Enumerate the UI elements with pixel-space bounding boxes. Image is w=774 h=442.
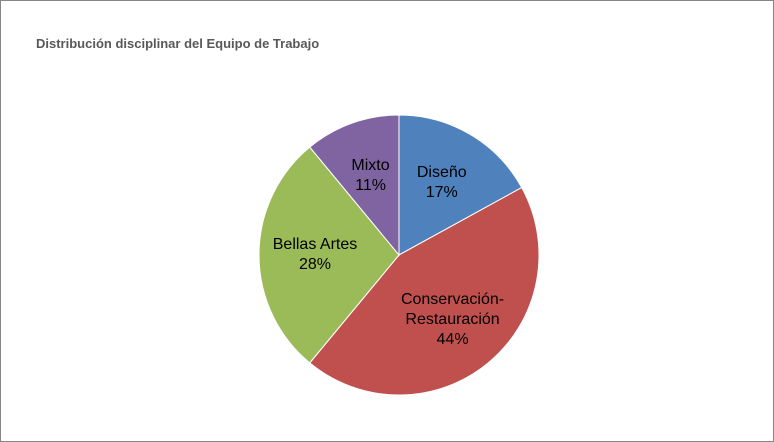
slice-value: 28%: [298, 256, 332, 273]
slice-category: Diseño: [416, 163, 467, 181]
chart-title: Distribución disciplinar del Equipo de T…: [36, 36, 320, 51]
slice-category: Bellas Artes: [272, 236, 358, 253]
slice-label: Mixto 11%: [311, 156, 431, 196]
slice-category: Mixto: [351, 156, 390, 174]
slice-category: Conservación-Restauración: [400, 290, 505, 328]
pie-slice: [258, 146, 400, 364]
pie-slice: [309, 186, 540, 396]
slice-label: Bellas Artes 28%: [255, 235, 375, 275]
pie-slice: [398, 114, 523, 256]
slice-value: 11%: [355, 176, 386, 194]
pie-slice: [309, 114, 400, 257]
slice-value: 44%: [436, 330, 469, 348]
slice-label: Diseño 17%: [382, 163, 502, 203]
slice-value: 17%: [425, 183, 458, 201]
slice-label: Conservación-Restauración 44%: [393, 290, 513, 350]
